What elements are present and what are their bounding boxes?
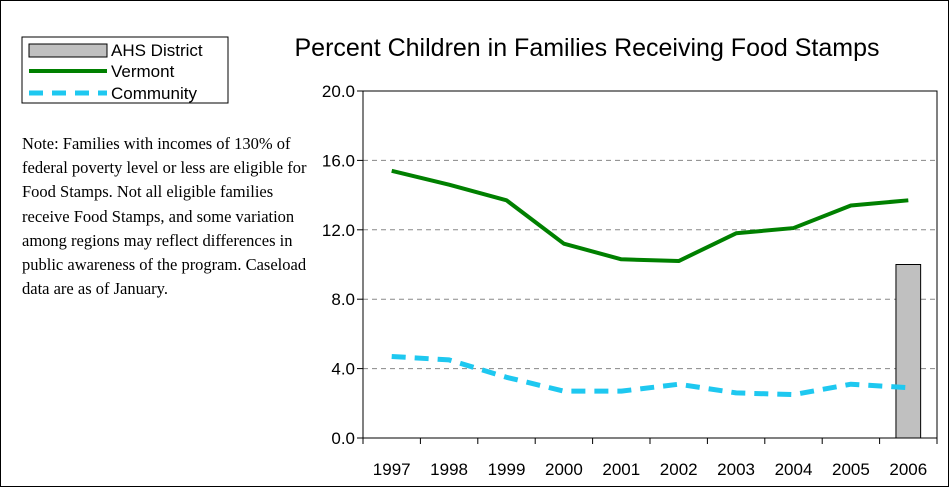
y-tick-label: 12.0 <box>322 221 355 240</box>
chart-title: Percent Children in Families Receiving F… <box>295 34 880 62</box>
series-line-vermont <box>391 168 909 264</box>
x-tick-label: 2000 <box>545 460 583 479</box>
x-tick-label: 1999 <box>488 460 526 479</box>
x-tick-label: 2004 <box>775 460 813 479</box>
x-tick-label: 1997 <box>373 460 411 479</box>
x-tick-label: 1998 <box>430 460 468 479</box>
legend-label: Community <box>111 84 197 103</box>
legend-swatch-bar <box>28 43 108 58</box>
x-tick-label: 2002 <box>660 460 698 479</box>
x-tick-label: 2006 <box>889 460 927 479</box>
chart-note: Note: Families with incomes of 130% of f… <box>22 134 307 299</box>
legend-label: AHS District <box>111 41 203 60</box>
x-tick-label: 2003 <box>717 460 755 479</box>
y-tick-label: 8.0 <box>331 290 355 309</box>
x-tick-label: 2005 <box>832 460 870 479</box>
y-tick-label: 4.0 <box>331 360 355 379</box>
y-tick-label: 16.0 <box>322 151 355 170</box>
bar-ahs-district <box>895 264 922 439</box>
y-tick-label: 0.0 <box>331 429 355 448</box>
y-tick-label: 20.0 <box>322 82 355 101</box>
series-line-community <box>391 353 909 398</box>
legend-label: Vermont <box>111 62 175 81</box>
x-tick-label: 2001 <box>602 460 640 479</box>
